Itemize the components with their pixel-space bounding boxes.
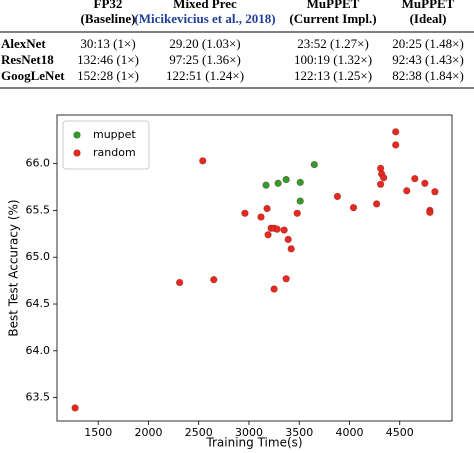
- scatter-point: [296, 178, 304, 187]
- scatter-point: [263, 204, 271, 213]
- y-tick-label: 66.0: [26, 157, 51, 170]
- table-cell: 30:13 (1×): [80, 36, 135, 51]
- scatter-point: [257, 213, 265, 221]
- scatter-point: [392, 141, 400, 149]
- scatter-point: [210, 276, 218, 284]
- y-axis-label: Best Test Accuracy (%): [7, 199, 21, 336]
- scatter-point: [270, 285, 278, 293]
- scatter-point: [376, 180, 385, 188]
- column-header: MuPPET: [402, 0, 455, 11]
- table: FP32(Baseline) Mixed Prec(Micikevicius et…: [0, 0, 474, 89]
- scatter-point: [392, 128, 400, 136]
- scatter-point: [199, 157, 207, 165]
- scatter-point: [273, 225, 281, 233]
- legend-label: random: [93, 146, 136, 159]
- y-tick-label: 65.5: [26, 203, 51, 216]
- x-tick-label: 4000: [335, 426, 363, 439]
- scatter-point: [293, 209, 301, 217]
- y-tick-label: 65.0: [26, 250, 51, 263]
- table-cell: 122:51 (1.24×): [166, 68, 244, 83]
- row-label: ResNet18: [1, 52, 54, 67]
- column-header: Mixed Prec: [173, 0, 237, 11]
- scatter-point: [333, 192, 342, 201]
- scatter-point: [310, 160, 318, 169]
- legend-marker: [73, 149, 81, 157]
- table-cell: 132:46 (1×): [77, 52, 139, 67]
- column-subheader: (Ideal): [410, 11, 447, 26]
- table-cell: 92:43 (1.43×): [392, 52, 464, 67]
- x-tick-label: 2500: [185, 426, 213, 439]
- scatter-chart: 1500 2000 2500 3000 3500 4000 4500 63.5 64.0 64.5…: [7, 114, 453, 450]
- scatter-point: [274, 179, 282, 187]
- scatter-point: [411, 174, 419, 183]
- scatter-point: [282, 175, 290, 184]
- x-tick-label: 4500: [386, 426, 414, 439]
- scatter-point: [284, 235, 292, 244]
- table-cell: 122:13 (1.25×): [294, 68, 372, 83]
- table-cell: 152:28 (1×): [77, 68, 139, 83]
- legend-marker: [73, 131, 81, 139]
- x-tick-label: 3500: [285, 426, 313, 439]
- x-axis-label: Training Time(s): [205, 436, 302, 450]
- scatter-point: [287, 245, 295, 253]
- table-cell: 20:25 (1.48×): [392, 36, 464, 51]
- column-subheader: (Current Impl.): [289, 11, 376, 26]
- x-tick-label: 2000: [134, 426, 162, 439]
- scatter-point: [380, 174, 388, 182]
- scatter-point: [372, 200, 381, 208]
- y-tick-label: 64.0: [26, 344, 51, 357]
- row-label: GoogLeNet: [1, 68, 65, 83]
- scatter-point: [403, 187, 411, 195]
- scatter-point: [241, 209, 249, 217]
- scatter-point: [296, 197, 304, 205]
- column-header: FP32: [94, 0, 123, 11]
- table-cell: 100:19 (1.32×): [294, 52, 372, 67]
- scatter-point: [262, 181, 270, 189]
- row-label: AlexNet: [1, 36, 46, 51]
- column-subheader: (Baseline): [81, 11, 136, 26]
- scatter-point: [175, 278, 184, 287]
- column-header: MuPPET: [307, 0, 360, 11]
- scatter-point: [421, 179, 429, 187]
- x-tick-label: 3000: [235, 426, 263, 439]
- y-tick-label: 63.5: [26, 391, 51, 404]
- column-subheader: (Micikevicius et al., 2018): [134, 11, 275, 26]
- x-tick-label: 1500: [84, 426, 112, 439]
- scatter-point: [71, 404, 79, 412]
- y-tick-label: 64.5: [26, 297, 51, 310]
- scatter-point: [426, 208, 434, 216]
- scatter-point: [282, 275, 290, 283]
- scatter-point: [349, 203, 358, 212]
- scatter-point: [280, 226, 288, 234]
- legend: muppet random: [62, 120, 150, 170]
- plot-frame: [56, 114, 453, 422]
- scatter-point: [264, 231, 272, 239]
- table-cell: 23:52 (1.27×): [297, 36, 369, 51]
- table-cell: 97:25 (1.36×): [169, 52, 241, 67]
- table-cell: 29.20 (1.03×): [169, 36, 240, 51]
- legend-box: [62, 120, 150, 170]
- legend-label: muppet: [93, 128, 136, 141]
- scatter-point: [431, 188, 439, 196]
- table-cell: 82:38 (1.84×): [392, 68, 464, 83]
